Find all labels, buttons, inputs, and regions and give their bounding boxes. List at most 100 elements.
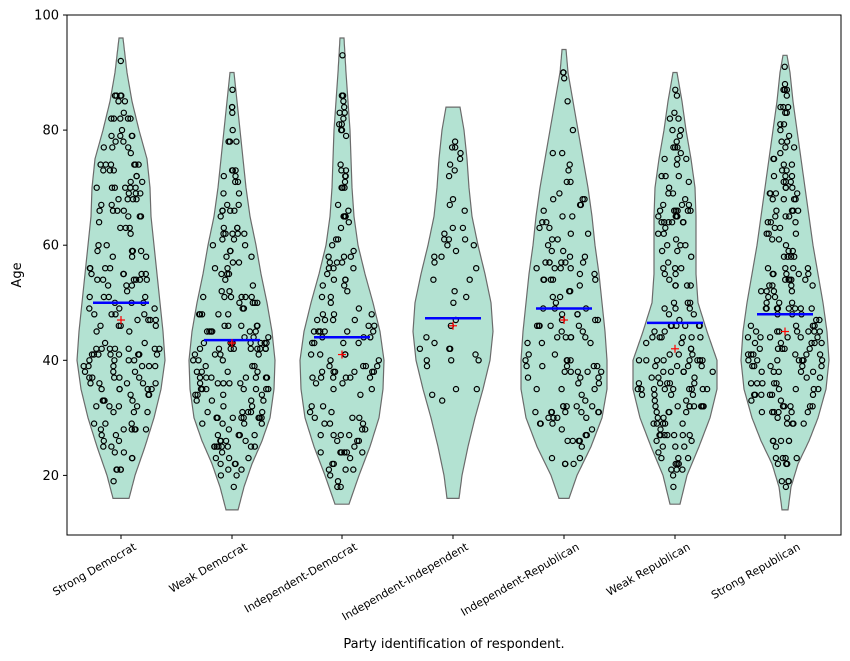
data-point [670,385,677,393]
data-point [255,351,262,358]
data-point [225,466,232,473]
data-point [781,63,788,71]
data-point [649,334,656,341]
data-point [539,362,546,370]
data-point [797,334,804,341]
data-point [656,207,664,214]
data-point [664,241,671,249]
data-point [325,253,332,260]
data-point [98,385,105,393]
data-point [109,144,116,151]
data-point [229,86,236,94]
data-point [583,431,591,439]
data-point [217,351,224,358]
data-point [143,276,150,283]
data-point [105,293,113,301]
data-point [311,414,318,421]
data-point [592,276,599,283]
data-point [816,316,823,324]
data-point [326,259,333,266]
data-point [666,115,674,122]
data-point [88,270,95,278]
data-point [147,316,154,324]
data-point [576,270,584,278]
data-point [252,385,260,393]
data-point [341,184,348,191]
data-point [102,420,109,427]
data-point [98,431,105,439]
data-point [357,391,364,398]
data-point [789,184,796,191]
data-point [193,397,200,404]
data-point [461,207,468,214]
data-point [219,420,226,427]
data-point [128,132,135,140]
data-point [777,121,784,128]
data-point [685,178,693,186]
data-point [776,224,784,232]
data-point [225,322,232,329]
data-point [423,334,430,341]
data-point [818,357,826,364]
data-point [222,276,229,283]
data-point [810,385,818,393]
data-point [790,420,797,427]
data-point [781,345,788,352]
data-point [110,408,117,416]
data-point [241,230,248,237]
data-point [431,253,438,260]
data-point [128,454,136,462]
data-point [238,466,245,473]
data-point [670,299,678,306]
data-point [128,253,136,260]
data-point [123,282,130,289]
data-point [651,328,658,335]
data-point [703,385,711,393]
data-point [107,351,114,358]
data-point [229,230,236,237]
data-point [656,431,663,439]
data-point [103,241,110,249]
data-point [208,397,216,404]
data-point [660,368,667,375]
data-point [336,121,343,128]
data-point [774,460,782,468]
data-point [358,426,366,433]
data-point [330,311,338,318]
data-point [635,357,643,364]
data-point [81,368,89,375]
data-point [709,368,716,375]
data-point [106,403,113,410]
data-point [772,454,780,462]
data-point [780,178,787,186]
data-point [566,161,573,168]
data-point [771,293,779,301]
data-point [558,311,566,318]
data-point [218,270,225,278]
data-point [651,397,659,404]
data-point [127,230,134,237]
data-point [224,265,231,272]
data-point [246,328,254,335]
data-point [669,472,677,479]
data-point [136,213,143,220]
data-point [674,403,681,410]
data-point [231,178,239,186]
data-point [142,426,150,433]
data-point [245,454,252,462]
data-point [664,431,671,439]
data-point [547,322,554,329]
data-point [677,126,685,134]
data-point [788,408,795,416]
data-point [121,184,129,191]
data-point [218,288,225,295]
data-point [251,362,258,370]
data-point [247,408,255,416]
data-point [153,351,161,358]
data-point [669,126,676,134]
data-point [448,144,456,151]
data-point [781,80,789,88]
data-point [655,449,662,456]
data-point [349,414,356,421]
data-point [816,328,824,335]
